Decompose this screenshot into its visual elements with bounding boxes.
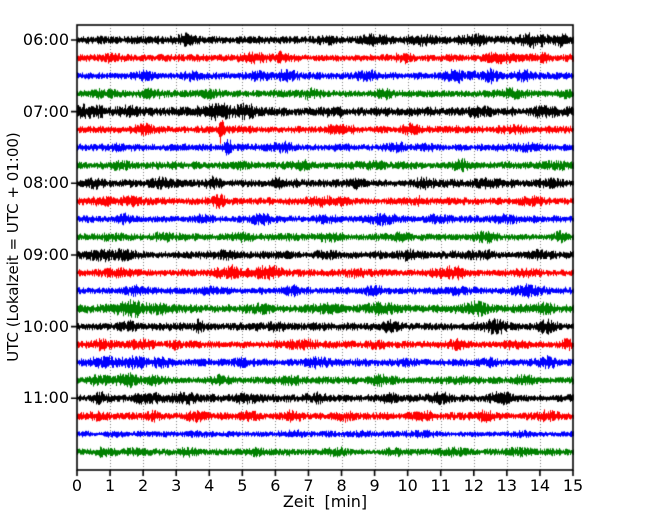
x-tick-label: 8	[336, 476, 347, 495]
x-tick-label: 6	[270, 476, 281, 495]
y-tick-label: 08:00	[22, 173, 69, 193]
x-tick-label: 2	[138, 476, 149, 495]
y-tick-label: 11:00	[22, 388, 69, 408]
x-tick-label: 11	[430, 476, 451, 495]
x-tick-label: 12	[463, 476, 484, 495]
y-tick-label: 06:00	[22, 30, 69, 49]
x-tick-label: 4	[204, 476, 215, 495]
y-tick-label: 10:00	[22, 316, 69, 336]
x-tick-label: 10	[397, 476, 418, 495]
x-tick-label: 15	[562, 476, 584, 495]
x-tick-label: 13	[496, 476, 518, 495]
x-tick-label: 3	[171, 476, 182, 495]
x-tick-label: 9	[369, 476, 380, 495]
y-tick-label: 07:00	[22, 101, 69, 121]
x-axis-label: Zeit [min]	[282, 492, 368, 511]
x-tick-label: 0	[71, 476, 83, 495]
x-tick-label: 1	[104, 476, 116, 495]
y-tick-label: 09:00	[22, 244, 69, 264]
x-tick-label: 14	[529, 476, 551, 495]
x-tick-label: 5	[237, 476, 248, 495]
x-tick-label: 7	[303, 476, 314, 495]
